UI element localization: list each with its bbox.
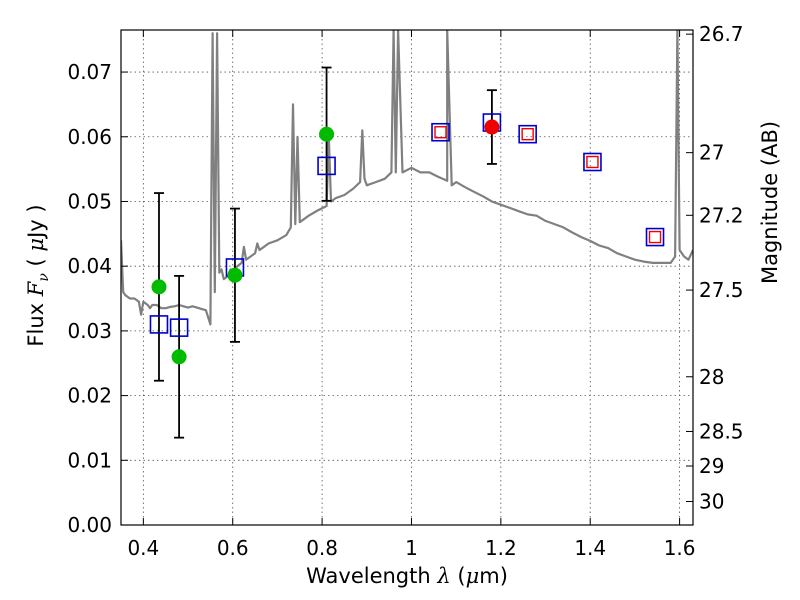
y-tick-label: 0.06 [67, 125, 112, 149]
data-point [319, 126, 335, 142]
model-square [431, 122, 450, 142]
plot-frame [120, 29, 694, 526]
y2-tick-label: 28.5 [699, 419, 744, 443]
x-tick-label: 0.8 [306, 536, 338, 560]
x-tick-label: 0.6 [217, 536, 249, 560]
model-square [518, 124, 537, 144]
y-tick-label: 0.04 [67, 254, 112, 278]
y-tick-label: 0.02 [67, 384, 112, 408]
y-tick-label: 0.07 [67, 60, 112, 84]
y-tick-label: 0.03 [67, 319, 112, 343]
model-square [583, 152, 602, 172]
spectrum-line [121, 30, 693, 326]
data-point [171, 349, 187, 365]
x-tick-label: 1 [405, 536, 418, 560]
model-square [317, 156, 336, 176]
model-square [149, 315, 169, 334]
y2-tick-label: 27 [699, 141, 724, 165]
y2-tick-label: 27.2 [699, 203, 744, 227]
ticks: 0.4 0.6 0.8 1 1.2 1.4 1.6 0.00 0.01 0.02 0.03 0.04 0… [67, 22, 743, 560]
x-tick-label: 1.4 [574, 536, 606, 560]
y2-tick-label: 26.7 [699, 22, 744, 46]
grid [121, 30, 693, 526]
data-point [484, 119, 500, 135]
x-tick-label: 0.4 [127, 536, 159, 560]
y2-axis-label: Magnitude (AB) [758, 121, 782, 284]
model-square [645, 227, 665, 247]
observed-square [521, 127, 534, 141]
observed-square [434, 126, 447, 139]
data-point [227, 267, 243, 283]
y2-tick-label: 27.5 [699, 278, 744, 302]
y-tick-label: 0.00 [67, 513, 112, 537]
y-tick-label: 0.01 [67, 448, 112, 472]
y-axis-label: Flux Fν ( μJy ) [24, 204, 52, 346]
y2-tick-label: 29 [699, 454, 724, 478]
y2-tick-label: 30 [699, 490, 724, 514]
x-axis-label: Wavelength λ (μm) [306, 564, 508, 588]
y2-tick-label: 28 [699, 365, 724, 389]
model-square [169, 318, 189, 337]
plot-area [121, 30, 693, 439]
observed-square [648, 230, 662, 244]
x-tick-label: 1.2 [485, 536, 517, 560]
data-point [151, 279, 167, 295]
x-tick-label: 1.6 [664, 536, 696, 560]
observed-square [586, 155, 599, 169]
y-tick-label: 0.05 [67, 189, 112, 213]
